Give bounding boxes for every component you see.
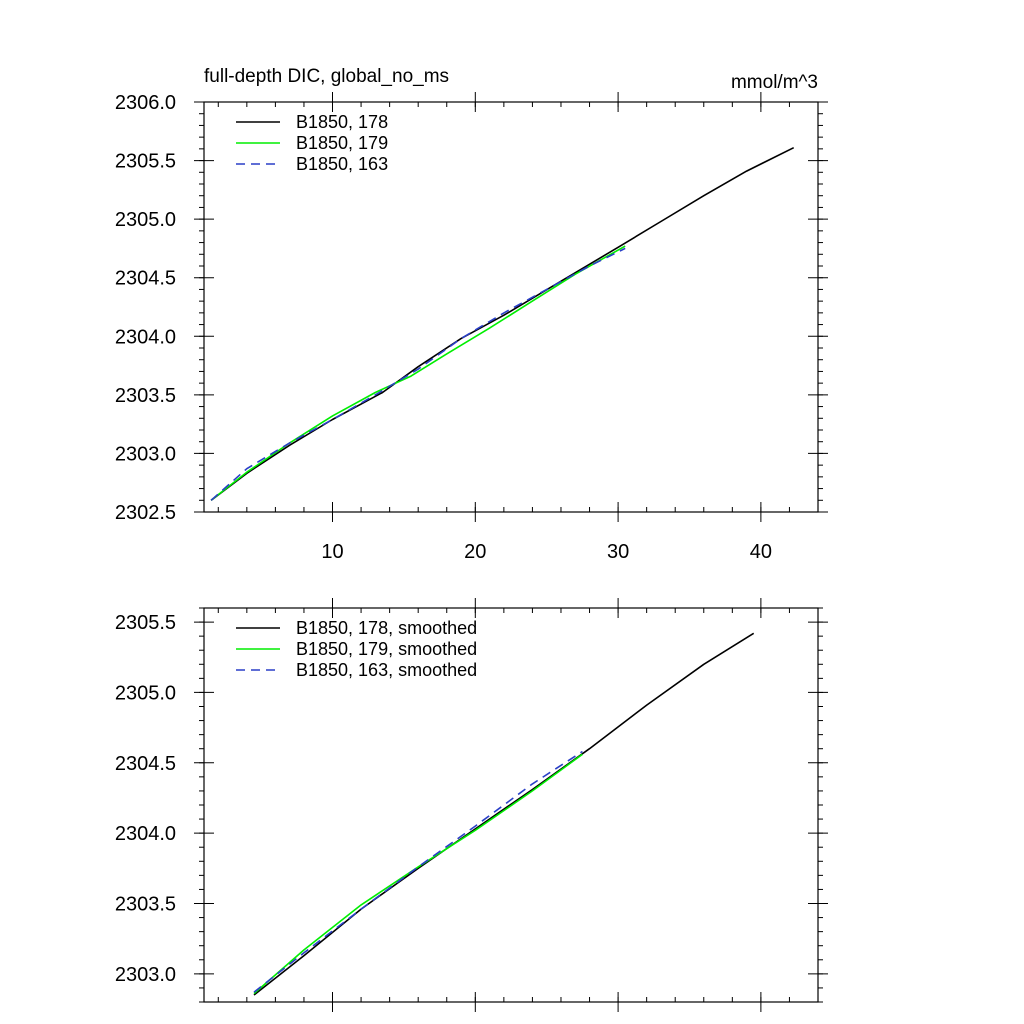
legend-label: B1850, 178, smoothed [296,618,477,638]
chart-title: full-depth DIC, global_no_ms [204,66,449,87]
legend-label: B1850, 178 [296,112,388,132]
series-line-2 [253,753,583,995]
y-tick-label: 2304.0 [115,823,176,845]
y-tick-label: 2303.5 [115,385,176,407]
y-tick-label: 2305.0 [115,209,176,231]
series-line-1 [210,146,795,501]
y-tick-label: 2302.5 [115,502,176,524]
x-tick-label: 10 [321,541,343,563]
series-line-3 [253,750,583,993]
legend-label: B1850, 163 [296,154,388,174]
y-tick-label: 2304.5 [115,268,176,290]
series-group [210,146,795,501]
y-tick-label: 2305.5 [115,151,176,173]
x-tick-label: 40 [750,541,772,563]
x-axis [217,598,819,1012]
x-tick-label: 20 [464,541,486,563]
legend-label: B1850, 163, smoothed [296,660,477,680]
y-tick-label: 2304.5 [115,753,176,775]
plot-frame [203,101,819,513]
units-label: mmol/m^3 [731,72,818,93]
legend-label: B1850, 179, smoothed [296,639,477,659]
x-axis: 10 20 30 40 [217,92,819,563]
series-line-3 [210,247,626,501]
chart-panel-1: full-depth DIC, global_no_ms mmol/m^3 10 20… [115,66,828,563]
legend-label: B1850, 179 [296,133,388,153]
y-tick-label: 2305.5 [115,612,176,634]
y-tick-label: 2306.0 [115,92,176,114]
y-axis: 2303.0 2303.5 2304.0 2304.5 2305.0 2305.5 [115,607,828,1003]
y-tick-label: 2303.0 [115,964,176,986]
y-tick-label: 2304.0 [115,326,176,348]
series-line-2 [210,245,626,501]
x-tick-label: 30 [607,541,629,563]
series-group [253,632,755,996]
y-tick-label: 2303.5 [115,894,176,916]
chart-panel-2: 2303.0 2303.5 2304.0 2304.5 2305.0 2305.5 B185… [115,598,828,1012]
series-line-1 [253,632,755,996]
y-tick-label: 2303.0 [115,443,176,465]
y-axis: 2302.5 2303.0 2303.5 2304.0 2304.5 2305.0 2305… [115,92,828,524]
y-tick-label: 2305.0 [115,682,176,704]
